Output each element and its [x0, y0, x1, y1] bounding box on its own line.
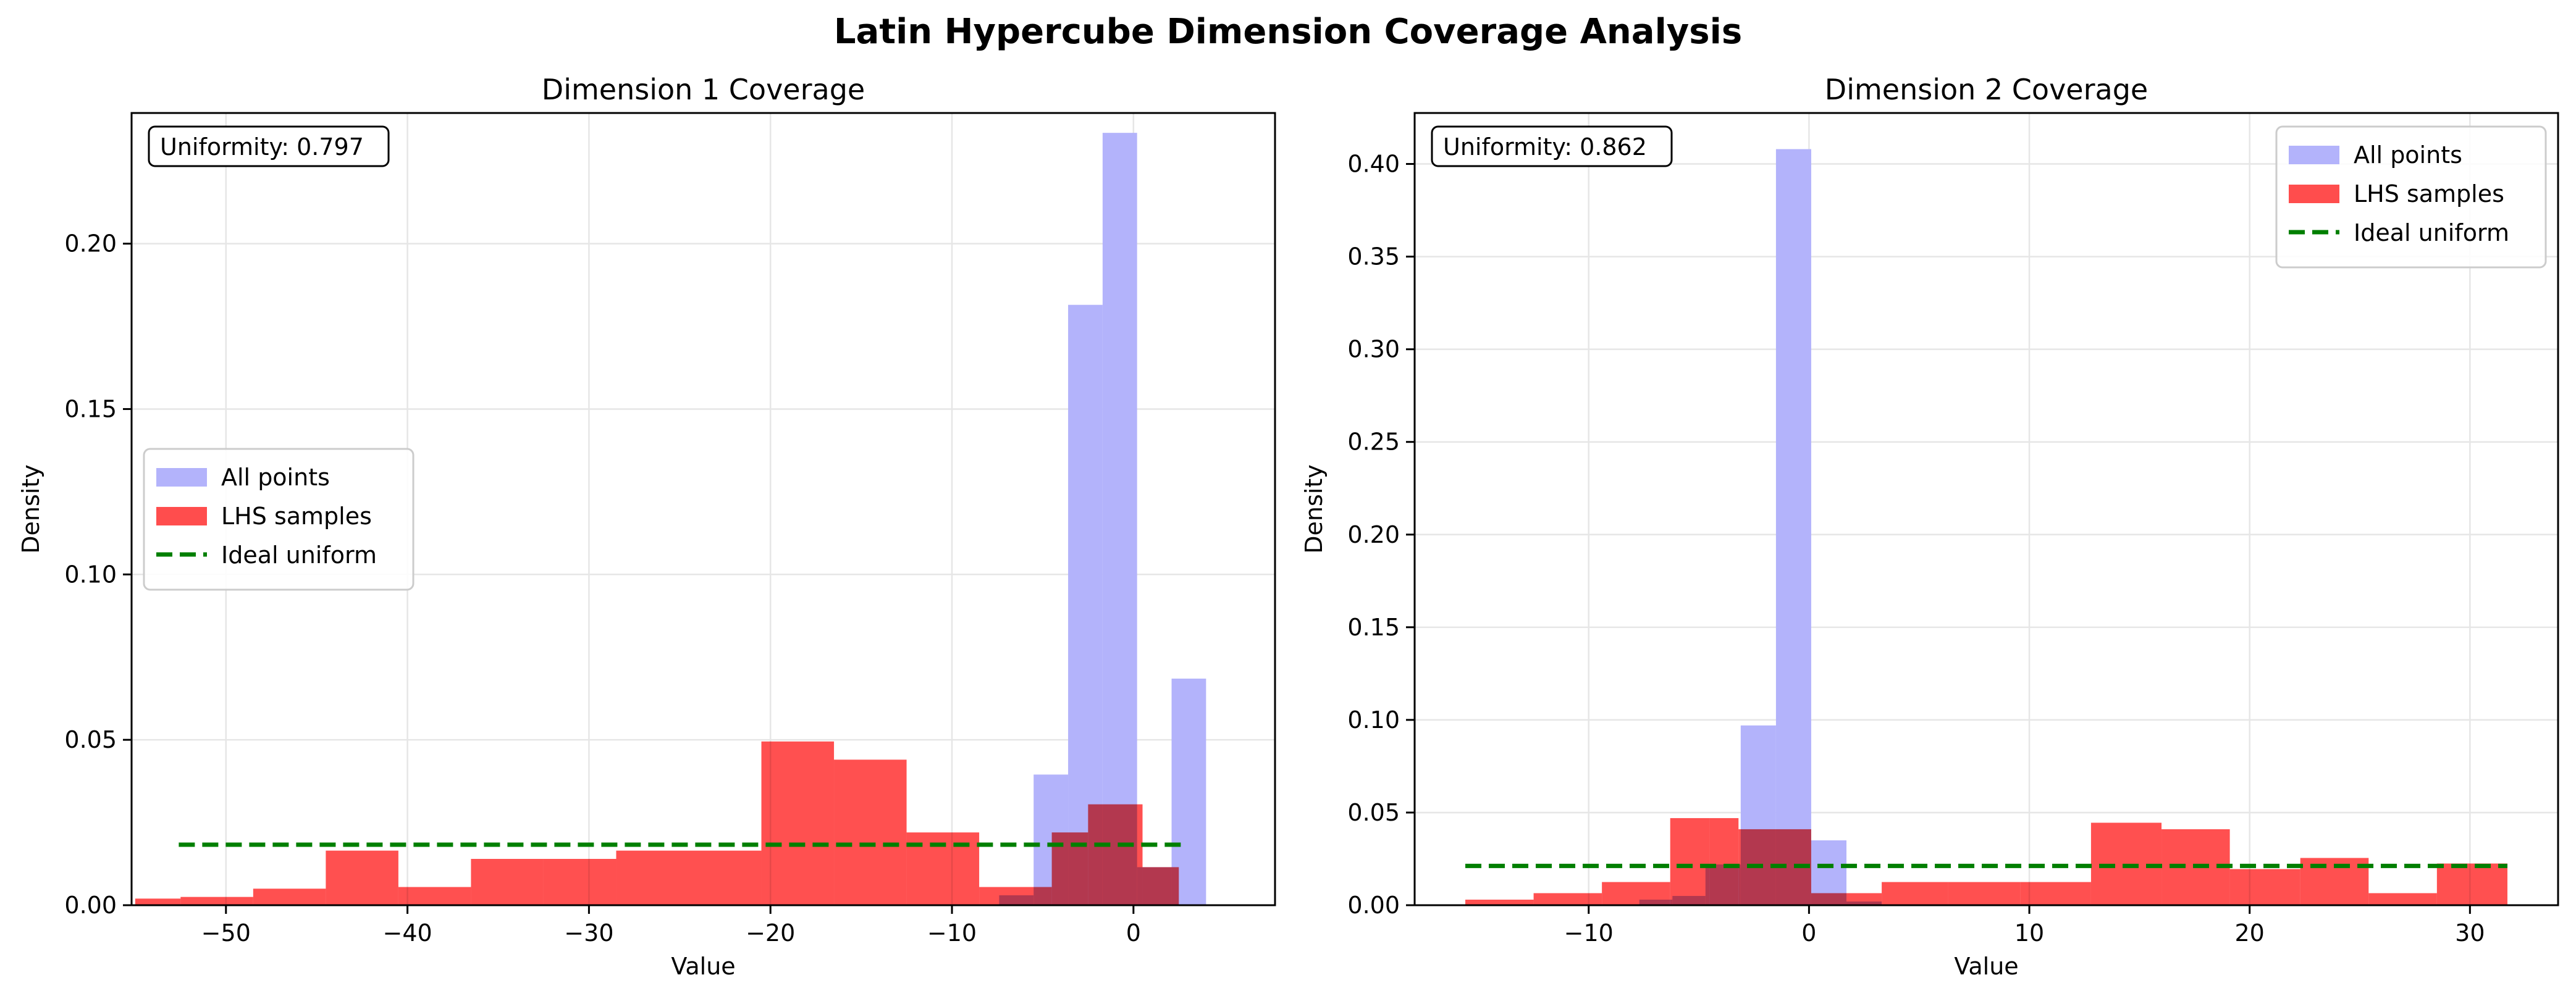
y-tick-label: 0.00	[64, 892, 117, 919]
bar-lhs-samples	[1533, 893, 1602, 905]
bar-lhs-samples	[2229, 869, 2300, 905]
bar-lhs-samples	[2436, 863, 2507, 905]
y-tick-label: 0.20	[64, 230, 117, 257]
bar-lhs-samples	[1602, 882, 1670, 905]
bar-lhs-samples	[471, 859, 544, 905]
legend-frame	[2275, 125, 2547, 269]
bar-lhs-samples	[543, 859, 617, 905]
bar-lhs-samples	[979, 887, 1052, 905]
legend-label: LHS samples	[221, 503, 372, 530]
legend-label: All points	[221, 464, 330, 491]
bar-lhs-samples	[1882, 882, 1948, 905]
bar-all-points	[1102, 133, 1137, 905]
bar-lhs-samples	[1465, 899, 1534, 905]
uniformity-box	[148, 125, 390, 167]
x-axis-label: Value	[1954, 953, 2018, 980]
bar-lhs-samples	[253, 889, 326, 905]
y-axis-label: Density	[1300, 464, 1328, 553]
x-tick-label: −10	[1564, 919, 1614, 947]
bar-lhs-samples	[2020, 882, 2091, 905]
x-tick-label: −10	[927, 919, 977, 947]
x-tick-label: 30	[2455, 919, 2485, 947]
bar-lhs-samples	[1709, 818, 1739, 905]
bar-lhs-samples	[761, 741, 835, 905]
x-tick-label: −20	[746, 919, 795, 947]
panel-dimension-1: Dimension 1 Coverage −50 −40 −30 −20 −10 0 0.00…	[17, 73, 1276, 980]
panel-dimension-2: Dimension 2 Coverage −10 0 10 20 30 0.00 0.05 0.…	[1300, 73, 2559, 980]
bar-lhs-samples	[1811, 893, 1882, 905]
y-tick-label: 0.05	[1347, 799, 1400, 826]
bar-lhs-samples	[2368, 893, 2437, 905]
legend-label: Ideal uniform	[221, 542, 377, 569]
panel-title: Dimension 1 Coverage	[542, 73, 865, 106]
x-axis-label: Value	[671, 953, 735, 980]
legend: All points LHS samples Ideal uniform	[2275, 125, 2547, 269]
legend-swatch	[2289, 185, 2339, 203]
x-tick-label: −30	[564, 919, 613, 947]
y-tick-label: 0.10	[64, 561, 117, 588]
axes-frame	[1413, 112, 2559, 906]
bar-lhs-samples	[616, 850, 689, 905]
legend-swatch	[156, 507, 207, 525]
x-tick-label: 0	[1126, 919, 1141, 947]
x-tick-label: −50	[201, 919, 251, 947]
bar-lhs-samples	[1948, 882, 2021, 905]
y-tick-label: 0.30	[1347, 336, 1400, 363]
bar-lhs-samples	[326, 850, 398, 905]
uniformity-box	[1431, 125, 1673, 167]
bar-all-points	[1775, 149, 1811, 905]
legend-label: LHS samples	[2354, 180, 2504, 207]
y-tick-label: 0.20	[1347, 521, 1400, 548]
y-tick-label: 0.15	[64, 395, 117, 422]
y-tick-label: 0.15	[1347, 614, 1400, 641]
bar-lhs-samples	[1670, 818, 1710, 905]
x-tick-label: 0	[1801, 919, 1816, 947]
legend-label: All points	[2354, 141, 2462, 169]
legend-swatch	[2289, 146, 2339, 164]
y-tick-label: 0.35	[1347, 243, 1400, 270]
y-tick-label: 0.25	[1347, 429, 1400, 456]
legend: All points LHS samples Ideal uniform	[143, 448, 415, 591]
x-tick-label: 20	[2235, 919, 2265, 947]
x-tick-label: 10	[2014, 919, 2044, 947]
figure-title: Latin Hypercube Dimension Coverage Analy…	[834, 12, 1742, 52]
y-axis-label: Density	[17, 464, 44, 553]
y-tick-label: 0.40	[1347, 151, 1400, 178]
legend-label: Ideal uniform	[2354, 219, 2509, 246]
bar-lhs-samples	[1142, 867, 1179, 905]
bar-lhs-samples	[398, 887, 471, 905]
bar-lhs-samples	[180, 897, 253, 905]
y-tick-label: 0.10	[1347, 706, 1400, 734]
legend-swatch	[156, 468, 207, 487]
y-tick-label: 0.00	[1347, 892, 1400, 919]
uniformity-text: Uniformity: 0.862	[1443, 133, 1647, 161]
bar-lhs-samples	[1088, 804, 1143, 905]
panel-title: Dimension 2 Coverage	[1825, 73, 2148, 106]
y-tick-label: 0.05	[64, 726, 117, 753]
bar-lhs-samples	[135, 898, 181, 905]
axes-frame	[130, 112, 1276, 906]
uniformity-text: Uniformity: 0.797	[160, 133, 364, 161]
bar-lhs-samples	[688, 850, 762, 905]
bar-lhs-samples	[834, 759, 907, 905]
legend-frame	[143, 448, 415, 591]
x-tick-label: −40	[382, 919, 432, 947]
